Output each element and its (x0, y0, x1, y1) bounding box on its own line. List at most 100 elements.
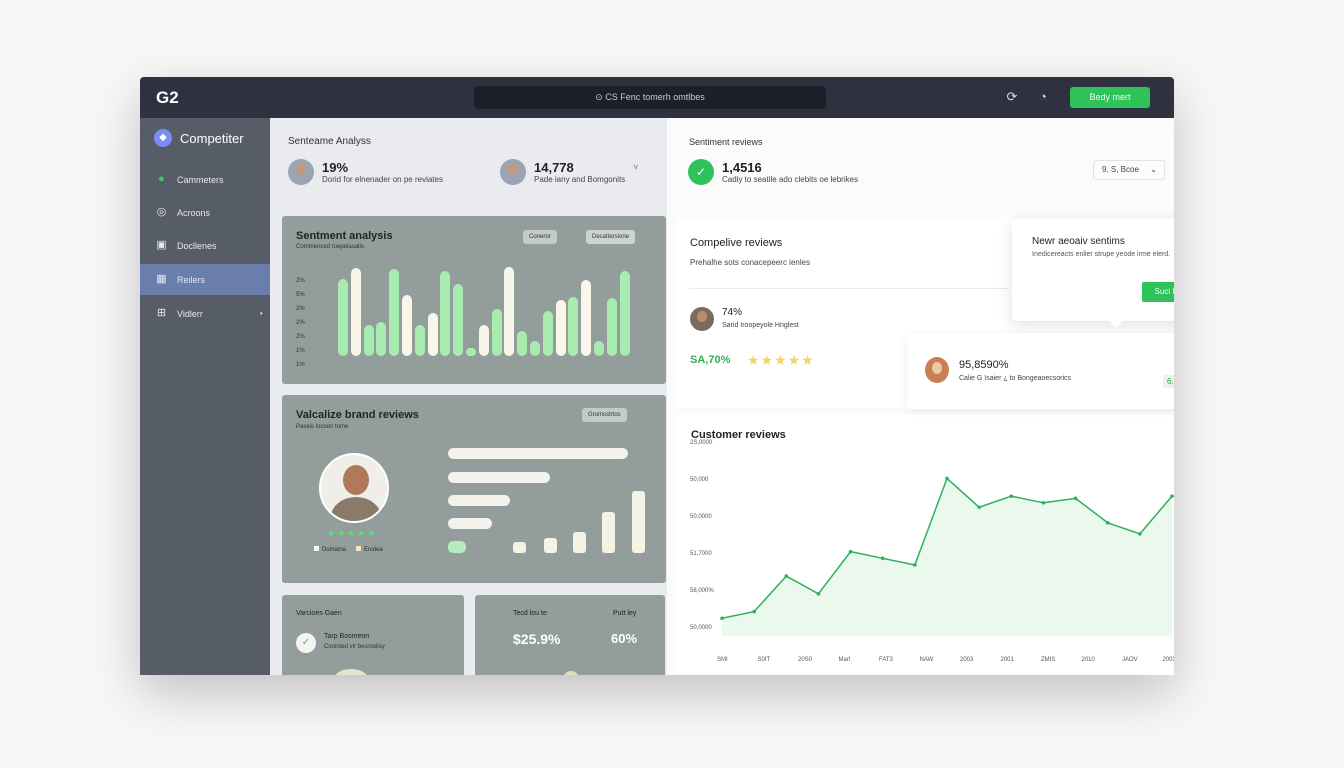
x-tick-label: 20S0 (798, 657, 813, 663)
person-name: Tarp Bosmeon (324, 633, 370, 640)
sentiment-bar (504, 266, 515, 356)
clock-icon[interactable]: ◔ (1039, 89, 1047, 104)
popup-title: Newr aeoaiv sentims (1032, 236, 1125, 247)
card-subtitle: Prehalhe sots conacepeerc ienles (690, 258, 811, 267)
avatar (288, 159, 314, 185)
review-point (1073, 496, 1078, 501)
section-title: Senteame Analyss (288, 136, 371, 147)
filter-pill-gromsstrtos[interactable]: Gromsstrtos (582, 408, 627, 422)
progress-line (448, 518, 492, 529)
mini-bar (513, 542, 526, 553)
pct-label: Sarid Iroopeyole Hnglest (722, 322, 799, 329)
sentiment-bar (427, 312, 438, 356)
legend-item-domaina: Domaina (314, 546, 346, 553)
stat-value: 1,4516 (722, 160, 762, 175)
leaf-icon: ✓ (688, 159, 714, 185)
metric-value: 60% (611, 631, 638, 646)
sidebar: ◆ Competiter ● Cammeters ◎ Acroons ▣ Doc… (140, 118, 270, 675)
percent-badge: 6.6% (1163, 375, 1174, 388)
section-title: Sentiment reviews (689, 137, 763, 147)
sentiment-bar (350, 267, 361, 356)
sentiment-bar (363, 324, 374, 356)
filter-pill-coneror[interactable]: Coneror (523, 230, 557, 244)
progress-line (448, 448, 628, 459)
refresh-icon[interactable]: ⟳ (1006, 89, 1018, 104)
avatar (925, 357, 949, 383)
dropdown-value: 9, S, Bcoe (1102, 165, 1139, 174)
sentiment-bar (466, 348, 476, 356)
sentiment-bar (568, 296, 579, 356)
score-value: SA,70% (690, 354, 731, 366)
sentiment-bar (606, 298, 617, 356)
rating-stars: ★★★★★ (747, 352, 815, 368)
stat-value: 95,8590% (959, 359, 1009, 371)
filter-pill-decattersione[interactable]: Decattersione (586, 230, 636, 244)
y-tick-label: 1% (296, 362, 305, 368)
top-action-button[interactable]: Bedy mert (1070, 87, 1150, 108)
sidebar-item-label: Acroons (177, 207, 211, 218)
line-area (722, 478, 1172, 636)
y-tick-label: 50,0000 (690, 625, 712, 631)
pct-value: 74% (722, 307, 743, 318)
sidebar-item-cammeters[interactable]: ● Cammeters (140, 164, 270, 195)
sentiment-bar (530, 340, 540, 356)
x-tick-label: ZMIS (1041, 657, 1055, 663)
review-point (720, 616, 724, 621)
search-input[interactable]: ⊙ CS Fenc tomerh omtlbes (474, 86, 826, 109)
x-tick-label: FAT3 (879, 657, 894, 663)
review-point (977, 505, 981, 510)
review-point (945, 476, 949, 481)
grid-icon: ⊞ (156, 307, 167, 319)
mini-bar (448, 541, 466, 553)
card-title: Compelive reviews (690, 237, 783, 249)
rating-stars: ★★★★★ (327, 528, 378, 538)
divider (689, 288, 1009, 289)
popup-subtitle: Inedicereacts enlier strupe yeode irme e… (1032, 251, 1171, 258)
sidebar-item-docllenes[interactable]: ▣ Docllenes (140, 230, 270, 261)
period-dropdown[interactable]: 9, S, Bcoe ⌄ (1093, 160, 1165, 180)
progress-line (448, 495, 510, 506)
avatar (334, 669, 368, 675)
sentiment-bar (581, 280, 592, 356)
sentiment-bar (542, 311, 553, 356)
sidebar-item-vidlerr[interactable]: ⊞ Vidlerr • (140, 298, 270, 329)
y-tick-label: 50,0000 (690, 514, 712, 520)
y-tick-label: 5% (296, 292, 305, 298)
y-tick-label: 2% (296, 278, 305, 284)
stat-value: 19% (322, 160, 349, 175)
review-point (1041, 501, 1046, 505)
avatar (563, 671, 579, 675)
sidebar-item-label: Docllenes (177, 240, 217, 251)
sentiment-analysis-card: Sentment analysis Commenced ruepelasatis… (282, 216, 666, 384)
sidebar-item-label: Reilers (177, 274, 206, 285)
review-point (1105, 520, 1110, 525)
y-tick-label: 2% (296, 306, 305, 312)
card-title: Customer reviews (691, 429, 786, 441)
sentiment-bar (453, 284, 464, 356)
sentiment-bar (594, 340, 604, 356)
x-tick-label: 2001 (1001, 657, 1015, 663)
sentiment-bar (414, 324, 425, 356)
legend: Domaina Enidea (314, 546, 383, 553)
stat-sentiment-reviews: ✓ 1,4516 Cadiy to seatile ado clebits oe… (688, 159, 858, 185)
mini-bar (632, 491, 645, 553)
reviewer-avatar (319, 453, 389, 523)
bottom-left-card: Varcioes Gaen ✓ Tarp Bosmeon Coninted vi… (282, 595, 464, 675)
sentiment-bar (619, 270, 630, 356)
sidebar-item-acroons[interactable]: ◎ Acroons (140, 197, 270, 228)
brand-reviews-card: Valcalize brand reviews Paseis locoon to… (282, 395, 666, 583)
metric-label: Tecd lou te (513, 610, 547, 617)
circle-icon: ◎ (156, 206, 167, 218)
sidebar-brand[interactable]: ◆ Competiter (154, 129, 244, 147)
chevron-down-icon[interactable]: ˅ (633, 162, 639, 172)
sentiment-bar (376, 321, 387, 356)
x-tick-label: 2003 (960, 657, 974, 663)
sentiment-bar (338, 278, 348, 356)
popup-action-button[interactable]: Suci fwer (1142, 282, 1174, 302)
app-window: G2 ⊙ CS Fenc tomerh omtlbes ⟳ ◔ Bedy mer… (140, 77, 1174, 675)
sentiment-bar (478, 325, 489, 356)
sidebar-item-reilers[interactable]: ▦ Reilers (140, 264, 270, 295)
metric-value: $25.9% (513, 631, 561, 647)
x-tick-label: Marl (839, 657, 851, 663)
customer-reviews-card: Customer reviews 2S,0000 50,000 50,0000 51,… (677, 414, 1174, 675)
